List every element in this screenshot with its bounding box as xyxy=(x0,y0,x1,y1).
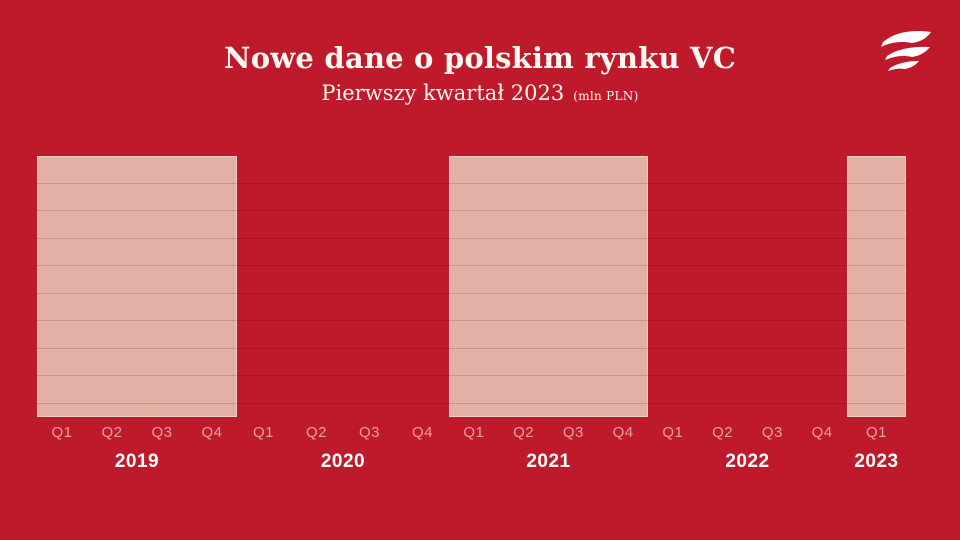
gridline xyxy=(37,292,906,294)
year-label: 2021 xyxy=(526,451,571,472)
quarter-label: Q1 xyxy=(463,424,485,441)
gridline xyxy=(37,347,906,349)
quarter-label: Q3 xyxy=(358,424,380,441)
year-band-2021 xyxy=(449,156,648,417)
year-label: 2022 xyxy=(725,451,770,472)
flag-stripes-icon xyxy=(881,31,931,71)
year-band-2023 xyxy=(847,156,906,417)
year-cell-2020: 2020 xyxy=(237,451,449,473)
quarter-label: Q2 xyxy=(712,424,734,441)
year-cell-2019: 2019 xyxy=(37,451,237,473)
quarter-label: Q1 xyxy=(51,424,73,441)
quarter-label: Q4 xyxy=(811,424,833,441)
year-label: 2020 xyxy=(320,451,366,472)
quarter-label: Q2 xyxy=(513,424,535,441)
gridline xyxy=(37,237,906,239)
quarter-group-2022: Q1 Q2 Q3 Q4 xyxy=(648,424,847,441)
unit-note: (mln PLN) xyxy=(573,89,639,104)
year-label: 2023 xyxy=(854,451,899,472)
quarter-label: Q1 xyxy=(252,424,274,441)
quarter-label: Q3 xyxy=(562,424,584,441)
chart-plot xyxy=(37,156,906,417)
quarter-label: Q2 xyxy=(101,424,123,441)
page-subtitle: Pierwszy kwartał 2023 (mln PLN) xyxy=(0,81,960,105)
quarter-group-2019: Q1 Q2 Q3 Q4 xyxy=(37,424,237,441)
gridline xyxy=(37,402,906,404)
chart-header: Nowe dane o polskim rynku VC Pierwszy kw… xyxy=(0,0,960,106)
quarter-label: Q3 xyxy=(761,424,783,441)
quarter-label: Q1 xyxy=(865,424,887,441)
gridline xyxy=(37,320,906,321)
quarter-label: Q4 xyxy=(201,424,223,441)
gridline xyxy=(37,375,906,376)
quarter-label: Q3 xyxy=(151,424,173,441)
year-cell-2023: 2023 xyxy=(847,451,906,473)
brand-logo xyxy=(880,28,934,74)
quarter-label: Q2 xyxy=(305,424,327,441)
quarter-label: Q4 xyxy=(612,424,634,441)
year-label: 2019 xyxy=(114,451,160,472)
year-band-2019 xyxy=(37,156,237,417)
gridline xyxy=(37,265,906,266)
quarter-axis: Q1 Q2 Q3 Q4 Q1 Q2 Q3 Q4 Q1 Q2 Q3 Q4 Q1 Q2 Q3 Q4 Q1 xyxy=(37,424,906,441)
year-cell-2022: 2022 xyxy=(648,451,847,473)
quarter-group-2023: Q1 xyxy=(847,424,906,441)
gridline xyxy=(37,182,906,184)
quarter-label: Q4 xyxy=(411,424,433,441)
subtitle-text: Pierwszy kwartał 2023 xyxy=(321,81,565,106)
quarter-group-2021: Q1 Q2 Q3 Q4 xyxy=(449,424,648,441)
gridline xyxy=(37,210,906,211)
quarter-label: Q1 xyxy=(662,424,684,441)
year-cell-2021: 2021 xyxy=(449,451,648,473)
page-title: Nowe dane o polskim rynku VC xyxy=(223,41,737,75)
year-axis: 2019 2020 2021 2022 2023 xyxy=(37,451,906,473)
quarter-group-2020: Q1 Q2 Q3 Q4 xyxy=(237,424,449,441)
